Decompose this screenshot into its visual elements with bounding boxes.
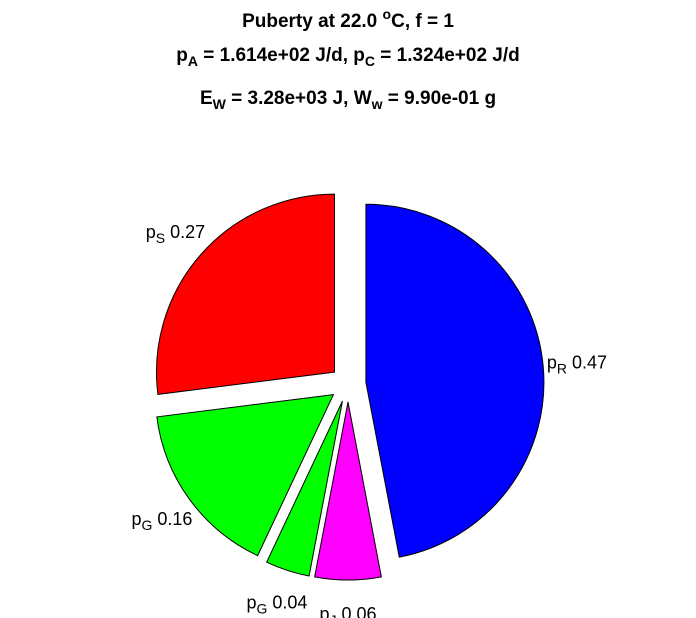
title-symbol: p xyxy=(176,45,188,66)
title-subscript: A xyxy=(188,53,198,69)
slice-label-value: 0.27 xyxy=(170,222,205,242)
slice-label-subscript: G xyxy=(141,517,152,533)
slice-label-subscript: R xyxy=(557,360,567,376)
title-text: = 1.614e+02 J/d, xyxy=(198,45,353,66)
slice-label-value: 0.04 xyxy=(272,593,307,613)
slice-label: pG 0.16 xyxy=(131,509,192,533)
slice-label: pJ 0.06 xyxy=(319,604,376,618)
slice-label-subscript: J xyxy=(329,612,336,618)
slice-label-symbol: p xyxy=(146,222,156,242)
slice-label: pG 0.04 xyxy=(246,593,307,617)
slice-label-symbol: p xyxy=(131,509,141,529)
chart-title: Puberty at 22.0 oC, f = 1 xyxy=(242,6,454,32)
title-symbol: p xyxy=(353,45,365,66)
title-subscript: W xyxy=(213,96,227,112)
title-symbol: W xyxy=(354,88,372,109)
title-subscript: C xyxy=(365,53,375,69)
pie-slice xyxy=(156,193,335,395)
chart-title: EW = 3.28e+03 J, Ww = 9.90e-01 g xyxy=(200,88,496,112)
slice-label-subscript: G xyxy=(256,601,267,617)
slice-label: pR 0.47 xyxy=(547,352,607,376)
slice-label-value: 0.16 xyxy=(157,509,192,529)
pie-slice xyxy=(365,203,545,558)
pie-slice xyxy=(314,401,382,581)
pie-slice xyxy=(156,393,335,557)
pie-slice xyxy=(265,400,343,577)
title-subscript: w xyxy=(371,96,383,112)
title-text: C, f = 1 xyxy=(391,11,454,32)
title-superscript: o xyxy=(383,6,392,22)
title-text: = 3.28e+03 J, xyxy=(226,88,354,109)
slice-label-value: 0.47 xyxy=(572,352,607,372)
slice-label-symbol: p xyxy=(246,593,256,613)
title-text: Puberty at 22.0 xyxy=(242,11,382,32)
slice-label-value: 0.06 xyxy=(341,604,376,618)
slice-label-subscript: S xyxy=(156,230,165,246)
title-symbol: E xyxy=(200,88,213,109)
slice-label: pS 0.27 xyxy=(146,222,205,246)
slice-label-symbol: p xyxy=(319,604,329,618)
title-text: = 1.324e+02 J/d xyxy=(375,45,520,66)
chart-title: pA = 1.614e+02 J/d, pC = 1.324e+02 J/d xyxy=(176,45,520,69)
slice-label-symbol: p xyxy=(547,352,557,372)
title-text: = 9.90e-01 g xyxy=(383,88,497,109)
